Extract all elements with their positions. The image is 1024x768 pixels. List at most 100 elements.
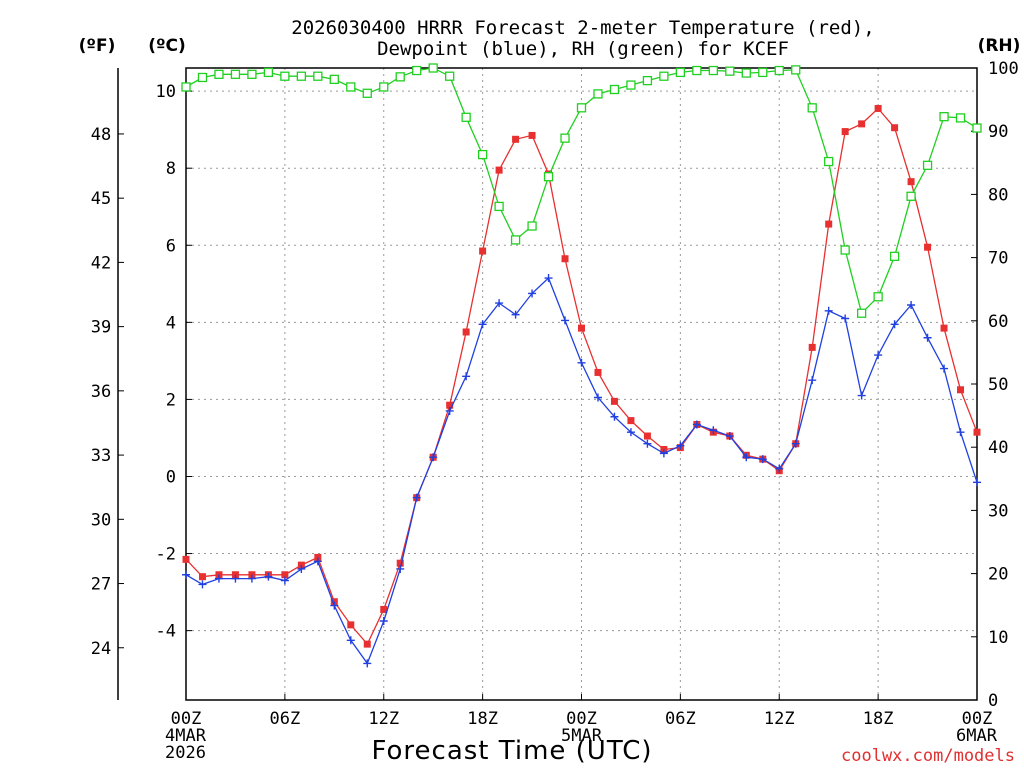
x-tick-label: 5MAR [561,726,603,746]
rh-point [626,80,636,90]
temperature-point [446,401,454,409]
temperature-point [610,397,618,405]
dewpoint-point [610,412,619,421]
dewpoint-point [264,572,273,581]
fahrenheit-unit-label: (ºF) [79,36,116,56]
temperature-point [891,124,899,132]
temperature-point [825,220,833,228]
dewpoint-point [528,289,537,298]
dewpoint-point [709,426,718,435]
temperature-point [462,328,470,336]
dewpoint-point [907,301,916,309]
dewpoint-point [297,564,306,573]
rh-point [774,65,784,76]
temperature-point [643,432,651,440]
x-tick-label: 18Z [467,709,498,729]
dewpoint-point [643,439,652,448]
temperature-point [495,166,503,174]
rh-point [955,113,966,123]
chart-title-line1: 2026030400 HRRR Forecast 2-meter Tempera… [291,17,874,39]
temperature-point [363,640,371,648]
rh-point [247,69,257,79]
dewpoint-point [923,333,932,342]
temperature-point [957,386,965,394]
x-tick-label: 00Z [171,709,202,729]
rh-point [214,69,224,79]
dewpoint-point [544,274,553,283]
rh-point [642,75,653,86]
rh-point [197,72,208,83]
rh-point [840,245,850,255]
dewpoint-point [346,636,355,645]
dewpoint-point [956,428,965,437]
rh-point [856,308,867,318]
temperature-point [858,120,866,128]
dewpoint-point [626,428,635,437]
temperature-point [924,243,932,251]
credit-text: coolwx.com/models [841,746,1015,766]
rh-point [263,67,274,78]
x-tick-label: 12Z [764,709,795,729]
temperature-point [627,417,635,425]
temperature-point [940,324,948,332]
x-tick-label: 6MAR [956,726,998,746]
rh-point [346,82,356,92]
fahrenheit-tick-label: 36 [91,382,111,402]
x-tick-label: 06Z [665,709,696,729]
rh-tick-label: 20 [988,565,1008,585]
dewpoint-point [495,299,504,308]
dewpoint-point [940,364,949,373]
x-tick-label: 4MAR [165,726,207,746]
rh-point [873,292,883,302]
dewpoint-point [758,455,767,464]
temperature-point [907,178,915,186]
rh-point [939,112,949,122]
rh-tick-label: 70 [988,249,1008,269]
temperature-point [396,559,404,567]
rh-point [395,72,405,82]
rh-point [461,112,471,122]
rh-point [922,160,933,170]
grid-lines [186,68,977,700]
rh-point [477,149,488,160]
rh-point [972,123,982,133]
x-tick-label: 18Z [863,709,894,729]
rh-point [494,201,504,212]
rh-tick-label: 50 [988,375,1008,395]
dewpoint-point [330,601,339,610]
temperature-point [578,324,585,332]
dewpoint-point [742,453,751,462]
temperature-point [594,368,602,376]
dewpoint-point [247,574,256,583]
temperature-point [808,343,816,351]
rh-unit-label: (RH) [978,36,1021,56]
rh-point [280,71,290,81]
x-tick-label: 12Z [368,709,399,729]
temperature-point [281,571,289,579]
rh-point [791,65,801,75]
axes: 242730333639424548-4-2024681001020304050… [91,59,1019,711]
celsius-tick-label: -4 [156,622,176,642]
rh-point [906,191,916,201]
celsius-tick-label: 2 [166,390,176,410]
dewpoint-point [198,580,207,589]
dewpoint-point [511,310,520,319]
dewpoint-point [692,420,701,429]
rh-point [560,133,570,143]
dewpoint-point [313,557,322,566]
rh-point [889,251,900,261]
rh-tick-label: 80 [988,185,1008,205]
celsius-tick-label: -2 [156,545,176,565]
dewpoint-point [478,320,487,329]
rh-tick-label: 60 [988,312,1008,332]
fahrenheit-tick-label: 45 [91,189,111,209]
rh-point [659,71,669,81]
series-rh [181,63,982,318]
celsius-tick-label: 0 [166,467,176,487]
dewpoint-point [824,306,833,315]
rh-tick-label: 90 [988,122,1008,142]
dewpoint-point [593,393,602,402]
rh-point [510,235,521,245]
rh-point [741,68,751,78]
